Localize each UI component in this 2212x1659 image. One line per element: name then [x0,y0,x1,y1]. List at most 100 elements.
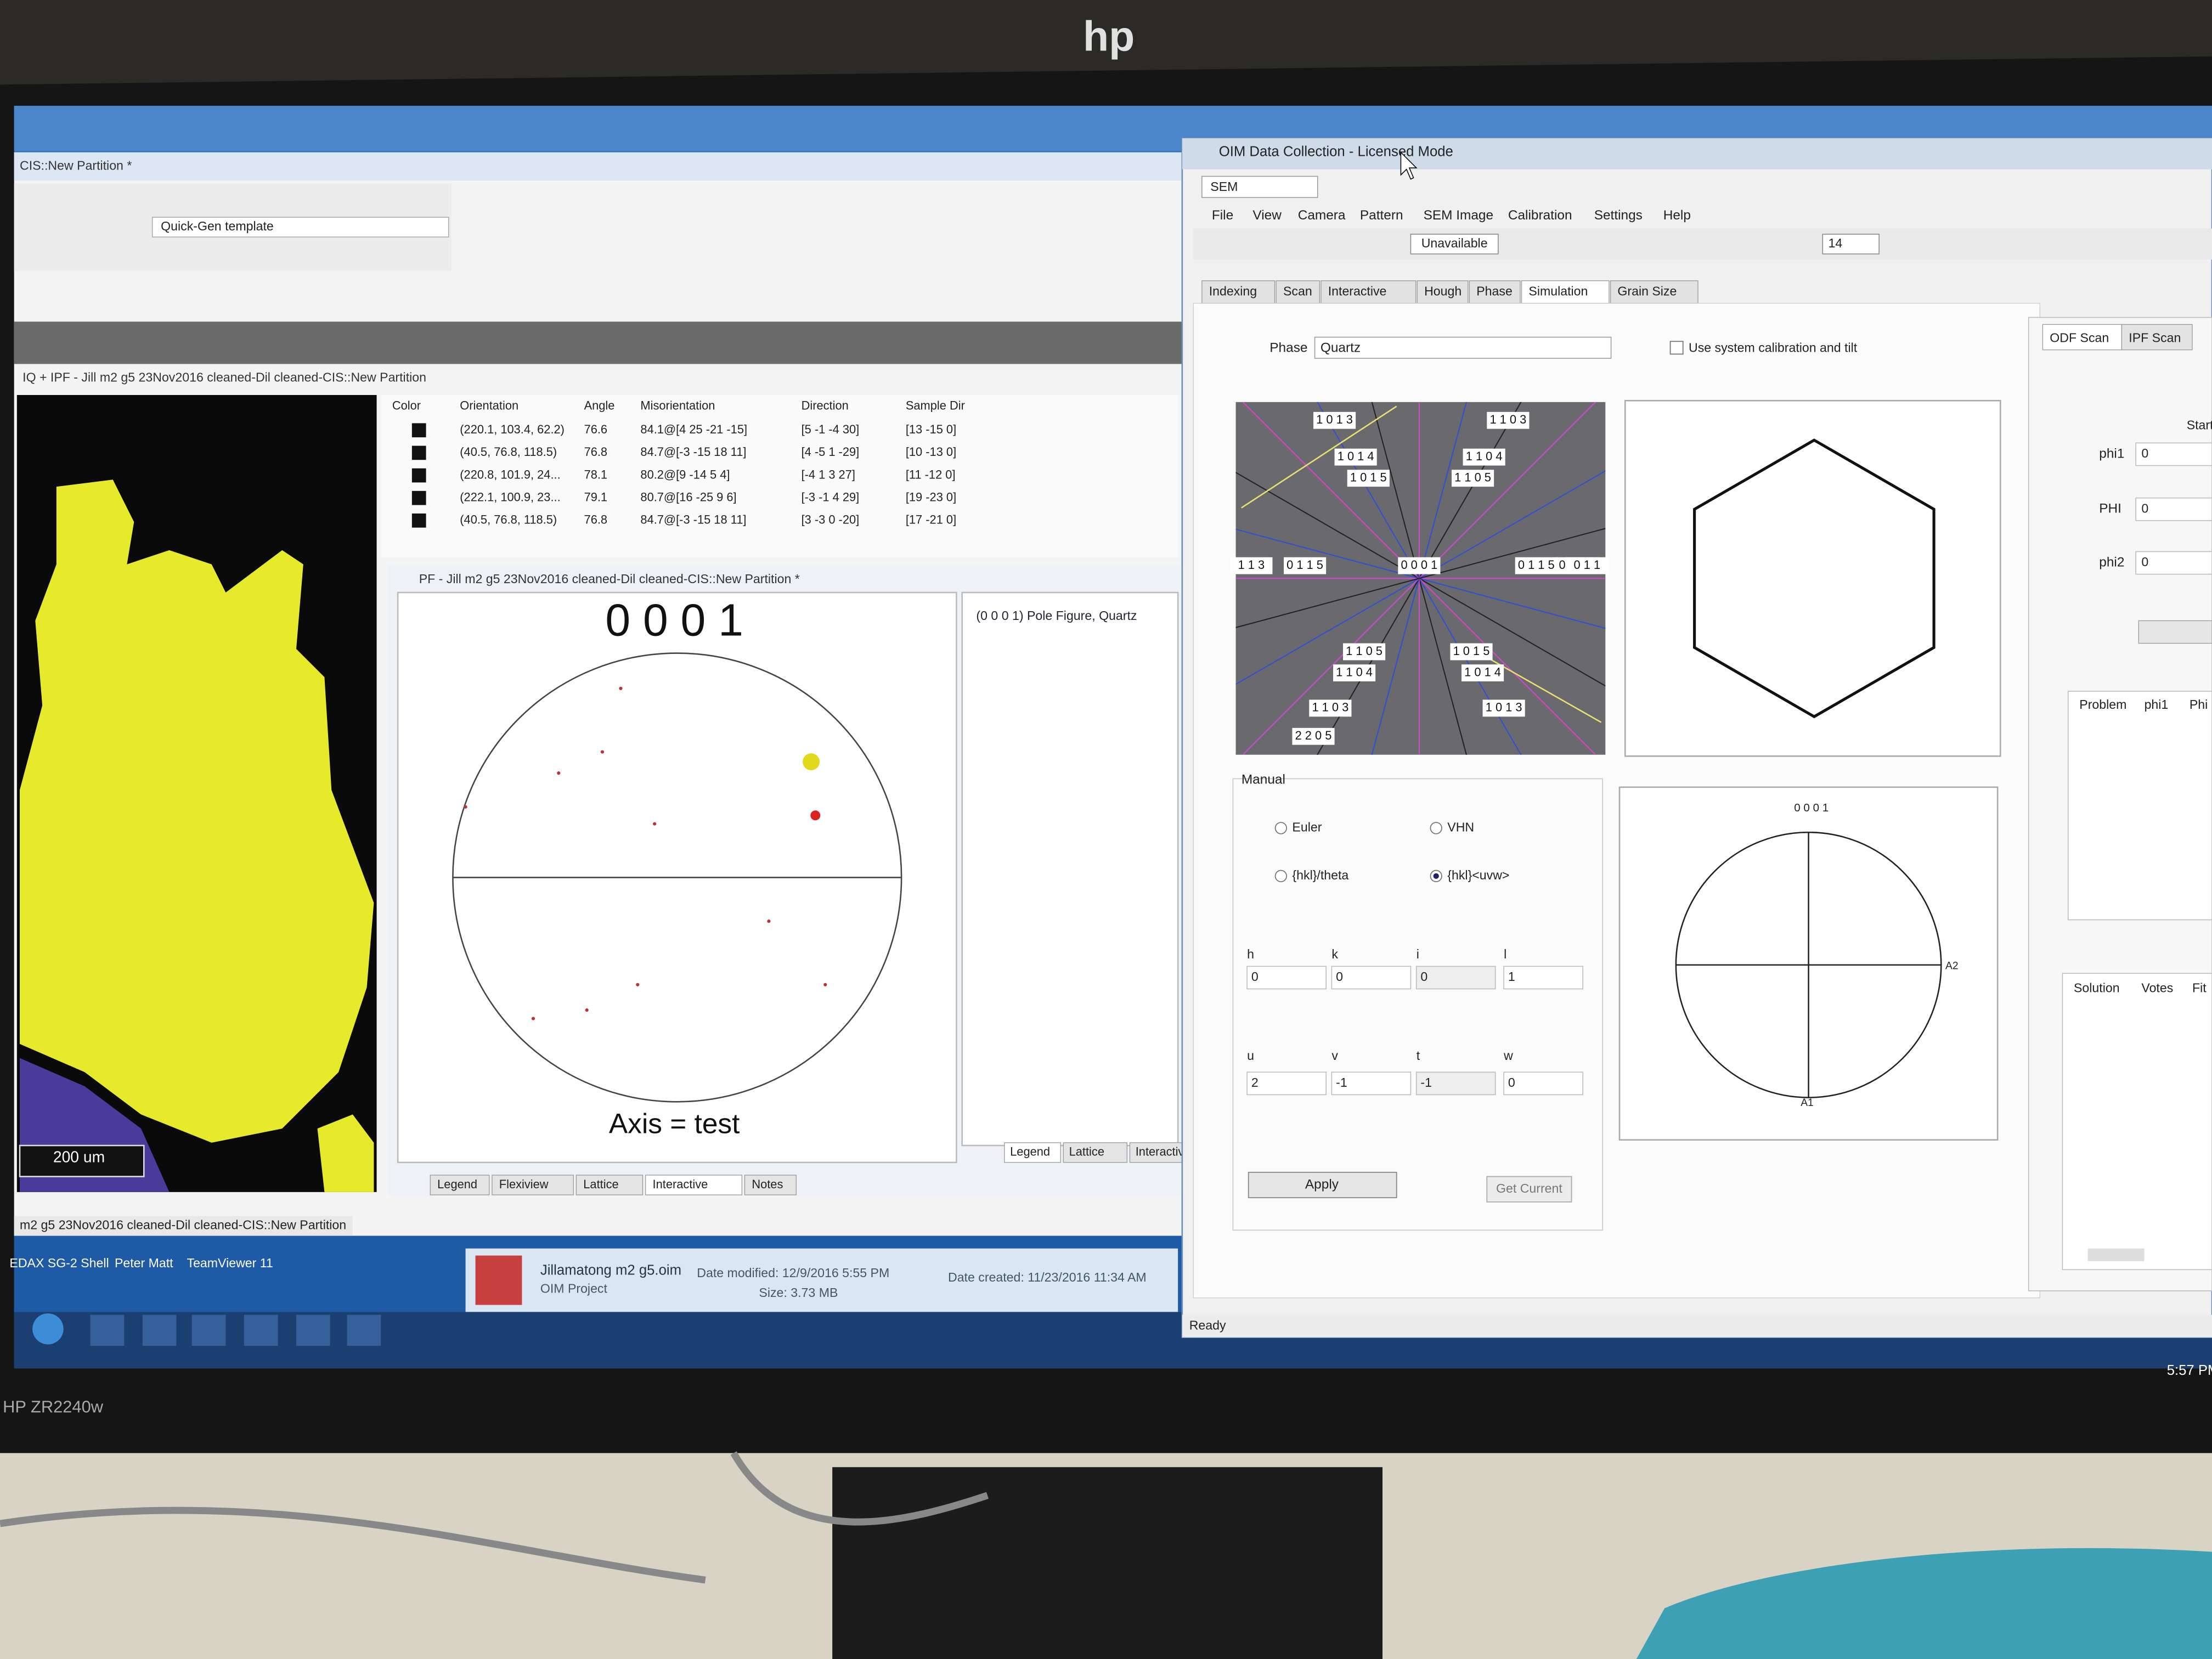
right-tab-label[interactable]: IPF Scan [2129,330,2181,345]
radio[interactable] [1430,822,1442,834]
field-value[interactable]: -1 [1420,1075,1432,1090]
menu-item[interactable]: Pattern [1360,208,1403,223]
apply-button-label[interactable]: Apply [1305,1177,1339,1192]
toolbar-value[interactable]: 14 [1829,236,1843,250]
table-cell: [-4 1 3 27] [802,467,855,481]
pf-tab [744,1175,797,1195]
mode-combo-text[interactable]: SEM [1210,179,1238,194]
band-line [1235,528,1606,628]
menu-item[interactable]: SEM Image [1424,208,1494,223]
problem-list [2067,691,2212,921]
input-field [1415,1071,1496,1096]
euler-field [2135,442,2212,466]
field-value[interactable]: -1 [1336,1075,1347,1090]
get-current-label[interactable]: Get Current [1496,1181,1562,1195]
euler-value[interactable]: 0 [2141,446,2148,460]
table-cell: (40.5, 76.8, 118.5) [460,513,557,527]
radio-label[interactable]: {hkl}/theta [1292,868,1348,882]
table-cell: 76.8 [584,445,608,459]
menu-item[interactable]: Camera [1298,208,1346,223]
table-cell: [-3 -1 4 29] [802,490,860,504]
status-text: m2 g5 23Nov2016 cleaned-Dil cleaned-CIS:… [20,1218,346,1232]
oim-tab-label[interactable]: Interactive [1328,284,1387,298]
color-swatch [411,423,426,438]
legend-tab-label[interactable]: Lattice [1069,1145,1104,1159]
start-button[interactable] [32,1313,64,1345]
oim-tab-label[interactable]: Simulation [1528,284,1588,298]
list-header: Problem [2079,697,2126,712]
solution-list [2062,973,2212,1271]
menu-item[interactable]: Help [1663,208,1691,223]
legend-tab-label[interactable]: Interactiv [1136,1145,1184,1159]
field-label: t [1417,1048,1420,1063]
field-label: u [1247,1048,1254,1063]
menu-item[interactable]: Calibration [1508,208,1572,223]
desktop-icon-label[interactable]: TeamViewer 11 [187,1256,273,1270]
axis-label: A2 [1945,961,1959,972]
euler-value[interactable]: 0 [2141,555,2148,569]
oim-tab-label[interactable]: Indexing [1209,284,1257,298]
legend-tab-label[interactable]: Legend [1010,1145,1050,1159]
menu-item[interactable]: File [1212,208,1233,223]
table-cell: 84.1@[4 25 -21 -15] [640,422,747,436]
field-value[interactable]: 0 [1508,1075,1515,1090]
radio[interactable] [1274,822,1288,834]
list-header: Solution [2074,981,2120,995]
input-field [1331,1071,1412,1096]
template-combo-text[interactable]: Quick-Gen template [161,219,274,233]
desktop-icon-label[interactable]: Peter Matt [115,1256,173,1270]
field-value[interactable]: 0 [1336,969,1343,984]
pattern-label: 1 0 1 5 [1350,470,1387,484]
legend-tab [1063,1142,1127,1163]
table-cell: (220.1, 103.4, 62.2) [460,422,565,436]
pole-point-yellow [803,753,820,770]
list-header: Votes [2141,981,2173,995]
pf-tab-label[interactable]: Flexiview [499,1177,549,1191]
oim-tab-label[interactable]: Scan [1283,284,1312,298]
table-cell: (222.1, 100.9, 23... [460,490,560,504]
pattern-label: 0 0 0 1 [1401,558,1437,572]
pattern-label-box [1333,664,1376,681]
pf-tab-label[interactable]: Notes [752,1177,783,1191]
field-label: v [1331,1048,1338,1063]
pattern-label-box [1347,470,1390,487]
radio-label[interactable]: Euler [1292,820,1322,834]
euler-value[interactable]: 0 [2141,501,2148,515]
table-header: Direction [802,398,849,412]
pole-dot [619,686,623,690]
field-label: i [1417,947,1419,961]
radio-label[interactable]: {hkl}<uvw> [1447,868,1509,882]
oim-tab-label[interactable]: Hough [1424,284,1462,298]
pole-dot [531,1017,535,1020]
menu-item[interactable]: Settings [1594,208,1643,223]
right-tab-label[interactable]: ODF Scan [2050,330,2109,345]
field-value[interactable]: 0 [1420,969,1427,984]
menu-item[interactable]: View [1252,208,1282,223]
field-label: w [1503,1048,1513,1063]
pattern-label-box [1487,411,1530,429]
phase-combo-text[interactable]: Quartz [1321,341,1361,356]
desktop-icon-label[interactable]: EDAX SG-2 Shell [9,1256,109,1270]
pattern-label-box [1450,643,1493,661]
field-value[interactable]: 2 [1251,1075,1259,1090]
table-cell: 80.2@[9 -14 5 4] [640,467,730,481]
pf-tab-label[interactable]: Legend [437,1177,477,1191]
pf-tab-label[interactable]: Interactive [653,1177,708,1191]
pf-tab-label[interactable]: Lattice [583,1177,618,1191]
field-value[interactable]: 0 [1251,969,1259,984]
oim-tab-label[interactable]: Phase [1476,284,1513,298]
status-text: Ready [1189,1318,1226,1332]
field-value[interactable]: 1 [1508,969,1515,984]
brand-logo: hp [1083,13,1135,60]
radio[interactable] [1274,870,1288,883]
euler-label: phi1 [2099,446,2124,461]
table-cell: [10 -13 0] [906,445,956,459]
calibration-label[interactable]: Use system calibration and tilt [1689,340,1858,354]
file-details-pane [465,1248,1178,1312]
table-cell: [13 -15 0] [906,422,956,436]
pf-tab [575,1175,644,1195]
radio-label[interactable]: VHN [1447,820,1474,834]
cable [0,1451,989,1584]
oim-tab-label[interactable]: Grain Size [1617,284,1677,298]
pattern-label-box [1398,557,1441,574]
